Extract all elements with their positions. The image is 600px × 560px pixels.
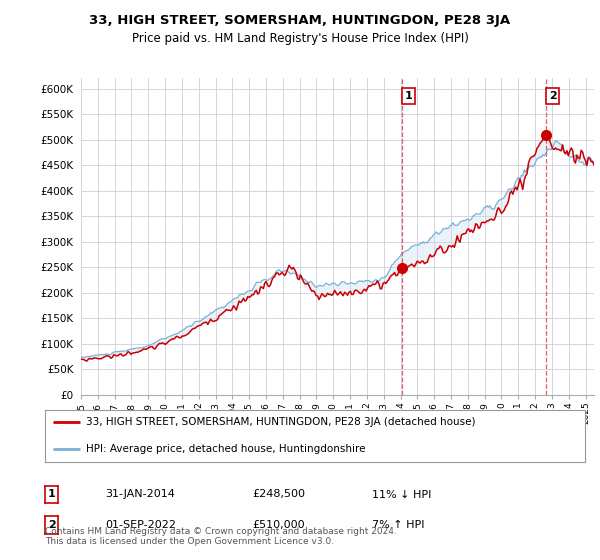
Text: Contains HM Land Registry data © Crown copyright and database right 2024.
This d: Contains HM Land Registry data © Crown c… <box>45 526 397 546</box>
Text: 2: 2 <box>549 91 557 101</box>
Text: 2: 2 <box>48 520 56 530</box>
Text: 1: 1 <box>404 91 412 101</box>
Text: £510,000: £510,000 <box>252 520 305 530</box>
Text: £248,500: £248,500 <box>252 489 305 500</box>
Text: 33, HIGH STREET, SOMERSHAM, HUNTINGDON, PE28 3JA: 33, HIGH STREET, SOMERSHAM, HUNTINGDON, … <box>89 14 511 27</box>
Text: 33, HIGH STREET, SOMERSHAM, HUNTINGDON, PE28 3JA (detached house): 33, HIGH STREET, SOMERSHAM, HUNTINGDON, … <box>86 417 475 427</box>
Text: 31-JAN-2014: 31-JAN-2014 <box>105 489 175 500</box>
Text: 1: 1 <box>48 489 56 500</box>
Text: 11% ↓ HPI: 11% ↓ HPI <box>372 489 431 500</box>
Text: 7% ↑ HPI: 7% ↑ HPI <box>372 520 425 530</box>
Text: 01-SEP-2022: 01-SEP-2022 <box>105 520 176 530</box>
Text: Price paid vs. HM Land Registry's House Price Index (HPI): Price paid vs. HM Land Registry's House … <box>131 32 469 45</box>
Text: HPI: Average price, detached house, Huntingdonshire: HPI: Average price, detached house, Hunt… <box>86 444 365 454</box>
